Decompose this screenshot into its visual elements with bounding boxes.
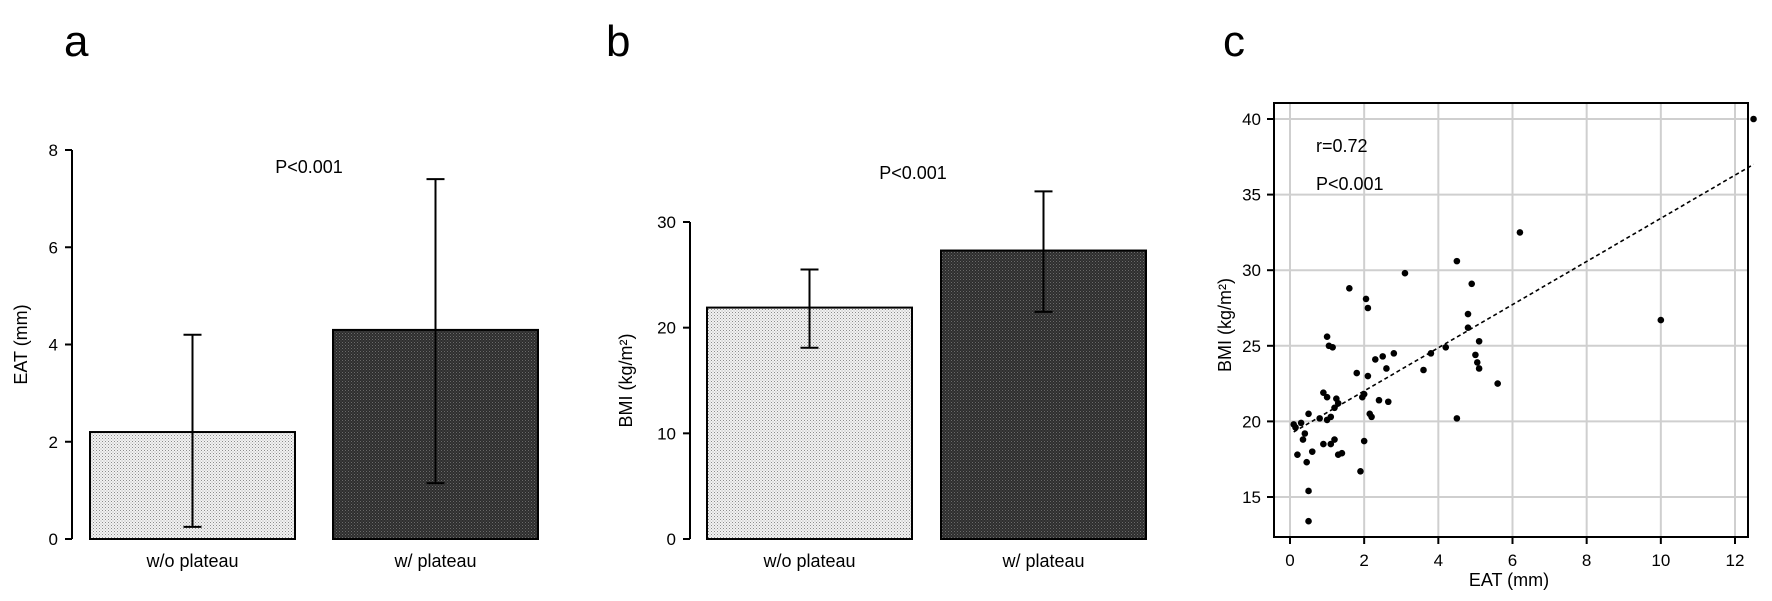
data-point: [1442, 344, 1450, 351]
data-point: [1292, 424, 1299, 431]
y-axis-label: BMI (kg/m²): [1215, 278, 1235, 372]
data-point: [1301, 430, 1309, 437]
data-point: [1305, 517, 1312, 525]
category-label: w/ plateau: [393, 551, 476, 571]
y-tick-label: 4: [49, 336, 58, 355]
data-point: [1299, 436, 1307, 443]
data-point: [1308, 448, 1316, 455]
p-value-annotation: P<0.001: [879, 163, 947, 183]
y-tick-label: 8: [49, 141, 58, 160]
data-point: [1331, 436, 1338, 443]
data-point: [1323, 333, 1331, 341]
data-point: [1323, 393, 1331, 401]
data-point: [1464, 324, 1472, 331]
data-point: [1379, 353, 1387, 360]
y-axis-label: BMI (kg/m²): [616, 334, 636, 428]
data-point: [1750, 115, 1757, 123]
p-value-annotation: P<0.001: [275, 157, 343, 177]
bar-chart-eat: 0 2 4 6 8 EAT (mm) w/o plateau w/ plateau P<0.00…: [11, 141, 539, 571]
y-tick-label: 6: [49, 238, 58, 257]
plot-frame: [1273, 102, 1749, 538]
data-point: [1427, 350, 1435, 357]
data-point: [1297, 419, 1305, 427]
panel-label-c: c: [1223, 17, 1245, 66]
panel-label-b: b: [606, 17, 630, 66]
data-point: [1468, 280, 1476, 288]
y-tick-label: 10: [657, 424, 676, 443]
data-point: [1420, 366, 1427, 374]
y-tick-label: 25: [1242, 337, 1261, 356]
data-point: [1371, 356, 1379, 363]
data-point: [1327, 413, 1335, 421]
data-point: [1464, 310, 1472, 318]
y-tick-label: 2: [49, 433, 58, 452]
data-point: [1360, 437, 1368, 445]
category-label: w/o plateau: [145, 551, 238, 571]
data-point: [1657, 316, 1665, 324]
data-point: [1494, 380, 1501, 387]
y-tick-label: 20: [1242, 412, 1261, 431]
data-point: [1362, 295, 1370, 303]
x-tick-label: 2: [1359, 551, 1368, 570]
x-tick-label: 10: [1651, 551, 1670, 570]
data-point: [1516, 229, 1524, 236]
data-point: [1384, 398, 1392, 406]
x-tick-label: 6: [1508, 551, 1517, 570]
data-point: [1294, 451, 1301, 458]
data-point: [1316, 415, 1323, 422]
correlation-annotation: r=0.72: [1316, 136, 1368, 156]
y-tick-label: 35: [1242, 186, 1261, 205]
trend-line: [1293, 163, 1754, 433]
y-tick-label: 0: [667, 530, 676, 549]
data-point: [1401, 269, 1409, 277]
y-tick-label: 0: [49, 530, 58, 549]
y-axis-label: EAT (mm): [11, 304, 31, 384]
y-tick-label: 20: [657, 319, 676, 338]
data-point: [1453, 415, 1461, 422]
y-tick-label: 15: [1242, 488, 1261, 507]
data-point: [1329, 344, 1336, 351]
data-point: [1320, 440, 1327, 448]
data-point: [1475, 337, 1483, 345]
panel-label-a: a: [64, 17, 89, 66]
bar-chart-bmi: 0 10 20 30 BMI (kg/m²) w/o plateau w/ plateau P…: [616, 163, 1147, 571]
data-point: [1364, 304, 1372, 312]
data-point: [1368, 413, 1375, 421]
category-label: w/ plateau: [1001, 551, 1084, 571]
data-point: [1305, 410, 1312, 418]
data-point: [1334, 399, 1342, 407]
y-tick-label: 30: [1242, 261, 1261, 280]
data-point: [1331, 404, 1338, 412]
x-axis-label: EAT (mm): [1469, 570, 1549, 590]
data-point: [1320, 389, 1327, 396]
data-point: [1305, 487, 1312, 495]
data-point: [1346, 285, 1353, 292]
x-tick-label: 0: [1285, 551, 1294, 570]
y-tick-label: 30: [657, 213, 676, 232]
data-point: [1390, 350, 1398, 357]
data-point: [1375, 396, 1383, 404]
x-tick-label: 12: [1726, 551, 1745, 570]
y-tick-label: 40: [1242, 110, 1261, 129]
data-point: [1303, 458, 1310, 466]
data-point: [1475, 365, 1483, 372]
data-point: [1472, 351, 1479, 359]
x-tick-label: 4: [1434, 551, 1443, 570]
data-point: [1383, 365, 1390, 372]
data-point: [1327, 440, 1335, 448]
data-point: [1364, 372, 1372, 380]
category-label: w/o plateau: [762, 551, 855, 571]
scatter-plot-eat-bmi: 0 2 4 6 8 10 12 15 20 25 30 35 40 EAT (mm) BMI (kg/m²)…: [1215, 102, 1757, 590]
x-tick-label: 8: [1582, 551, 1591, 570]
data-point: [1473, 359, 1481, 366]
data-point: [1360, 390, 1368, 398]
data-point: [1453, 257, 1461, 265]
data-point: [1357, 467, 1364, 475]
data-point: [1338, 449, 1346, 457]
data-point: [1353, 369, 1361, 377]
p-value-annotation: P<0.001: [1316, 174, 1384, 194]
